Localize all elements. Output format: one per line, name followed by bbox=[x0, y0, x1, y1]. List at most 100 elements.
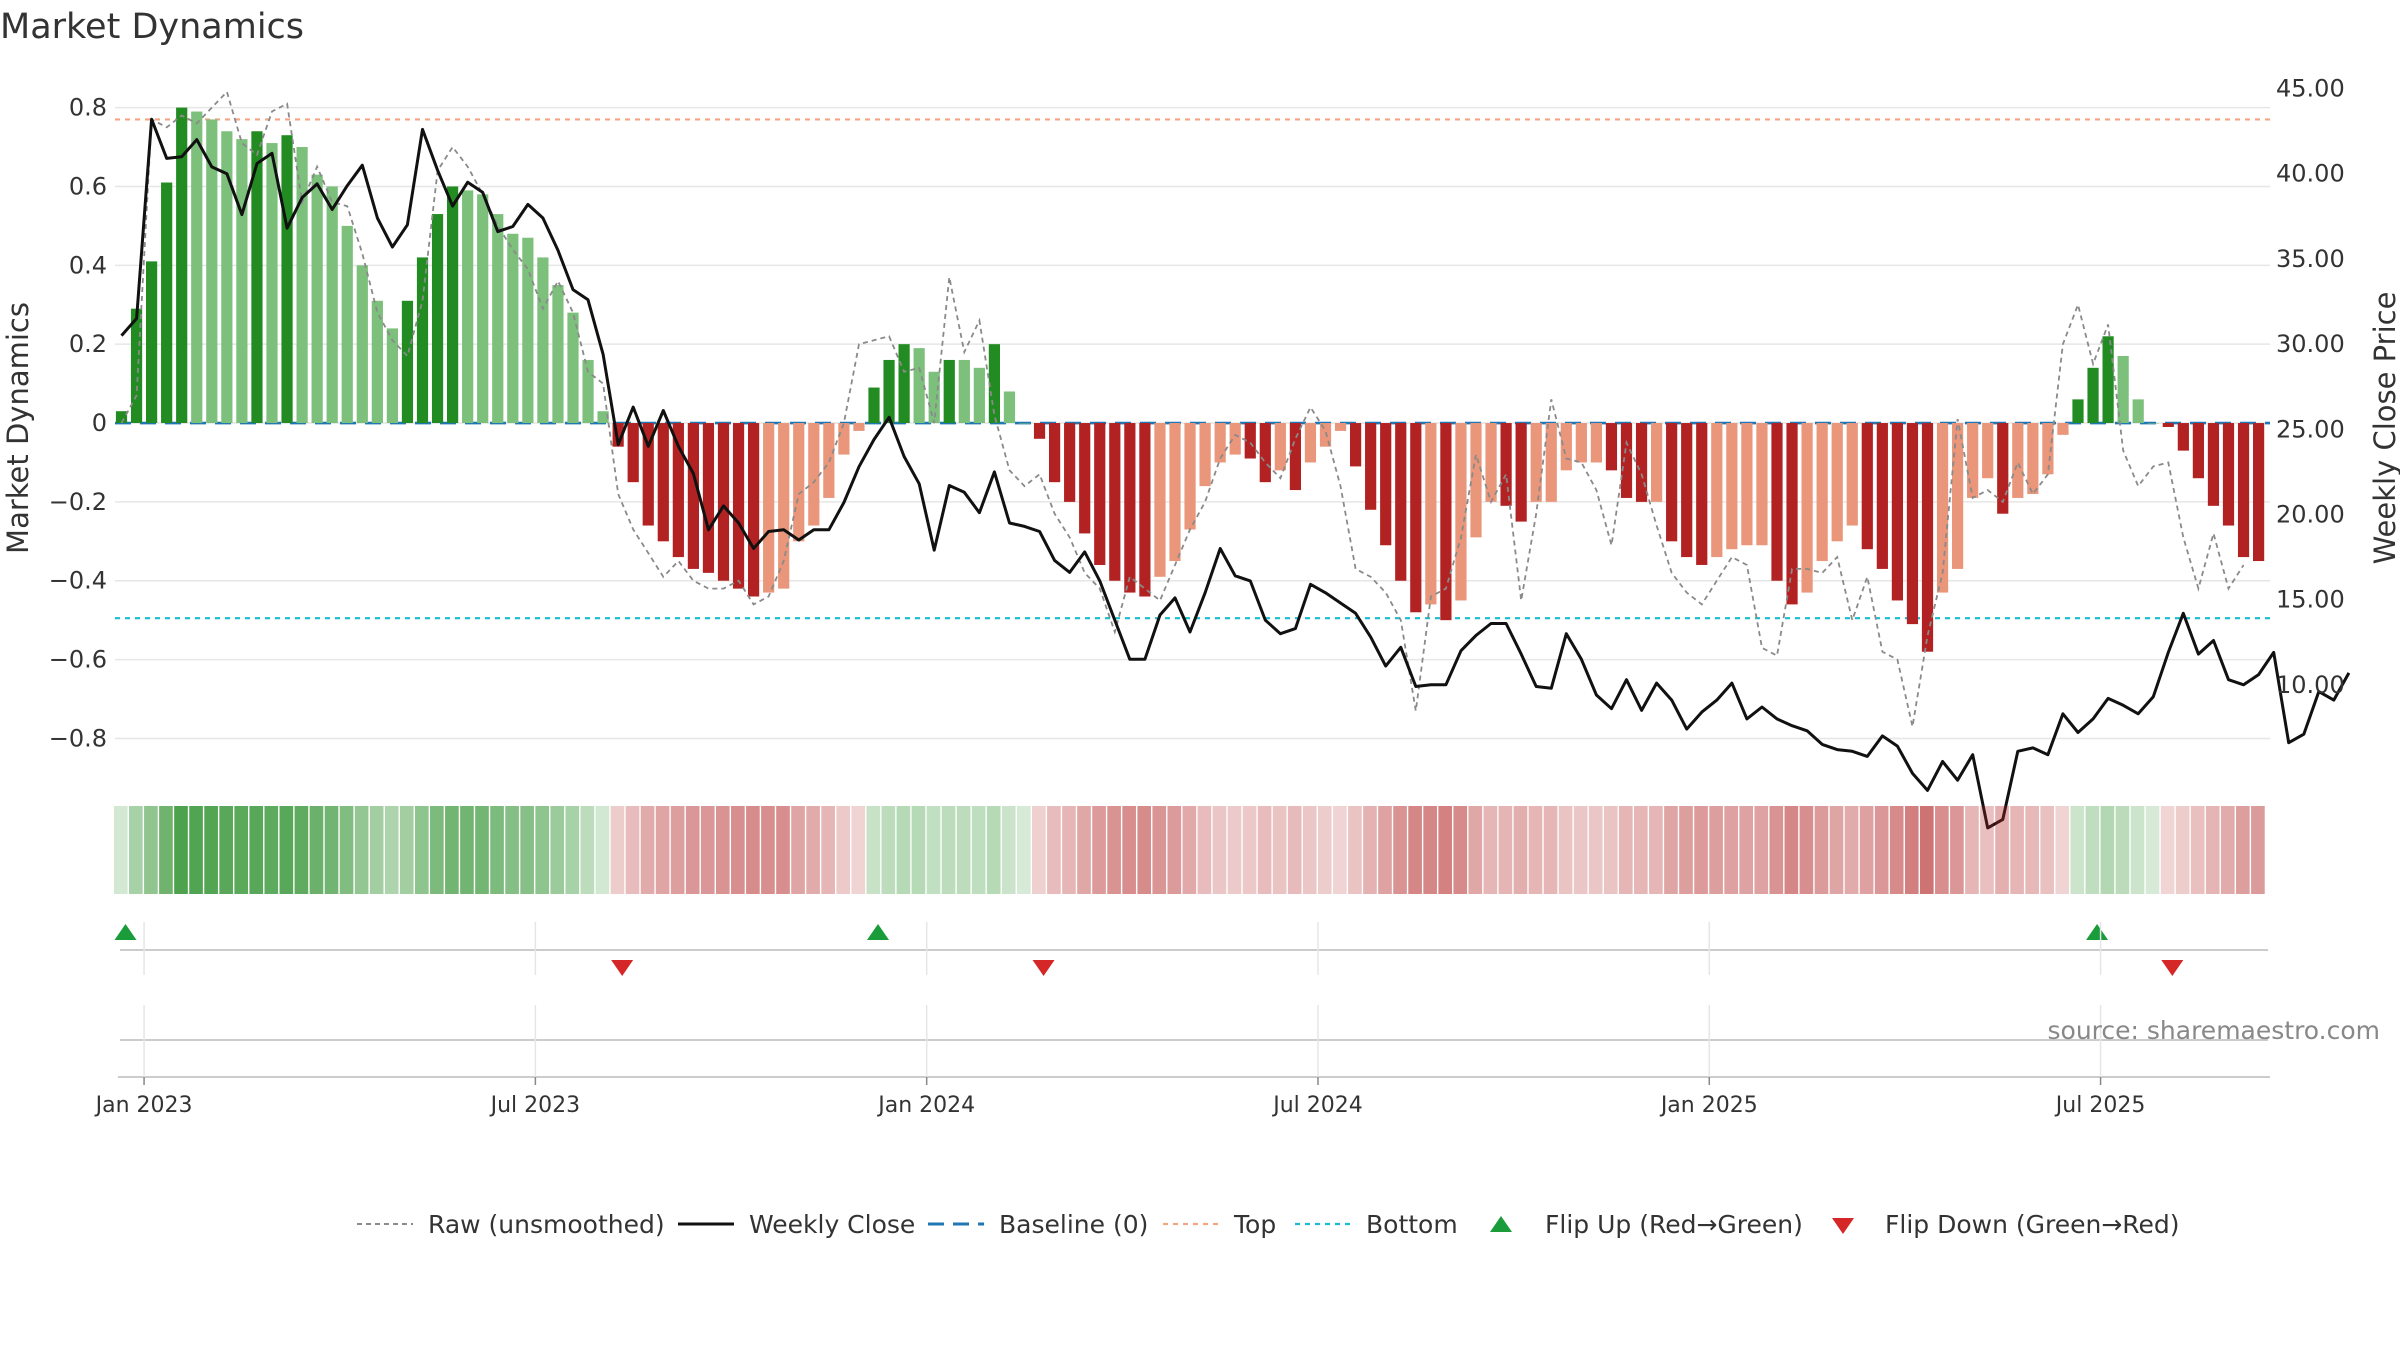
heat-strip-cell bbox=[324, 806, 339, 894]
dynamics-bar bbox=[2162, 423, 2174, 427]
heat-strip-cell bbox=[1784, 806, 1799, 894]
heat-strip-cell bbox=[399, 806, 414, 894]
weekly-close-series bbox=[120, 117, 2351, 830]
left-tick-label: 0.8 bbox=[69, 94, 107, 122]
heat-strip-cell bbox=[430, 806, 444, 894]
heat-strip-cell bbox=[595, 806, 610, 894]
legend-label: Weekly Close bbox=[749, 1210, 915, 1239]
heat-strip-cell bbox=[700, 806, 715, 894]
heat-strip-cell bbox=[1363, 806, 1377, 894]
heat-strip-cell bbox=[1152, 806, 1167, 894]
heat-strip-cell bbox=[806, 806, 820, 894]
heat-strip-cell bbox=[791, 806, 805, 894]
heat-strip-cell bbox=[2220, 806, 2235, 894]
dynamics-bar bbox=[1681, 423, 1693, 558]
dynamics-bar bbox=[582, 359, 594, 424]
left-tick-label: 0.2 bbox=[69, 330, 107, 358]
dynamics-bar bbox=[1003, 391, 1016, 424]
heat-strip-cell bbox=[1077, 806, 1091, 894]
dynamics-bar bbox=[958, 359, 970, 424]
dynamics-bar bbox=[191, 111, 203, 424]
heat-strip-cell bbox=[1634, 806, 1648, 894]
heat-strip-cell bbox=[1333, 806, 1347, 894]
dynamics-bar bbox=[2237, 423, 2250, 558]
dynamics-bar bbox=[1906, 423, 1919, 625]
dynamics-bar bbox=[1184, 423, 1196, 530]
flip-down-marker bbox=[611, 960, 634, 976]
heat-strip-cell bbox=[1122, 806, 1136, 894]
dynamics-bars bbox=[115, 107, 2265, 652]
flip-up-marker bbox=[867, 924, 889, 940]
dynamics-bar bbox=[1590, 423, 1602, 463]
heat-strip-cell bbox=[670, 806, 685, 894]
heat-strip-cell bbox=[2055, 806, 2070, 894]
heat-strip-cell bbox=[1603, 806, 1618, 894]
legend-label: Top bbox=[1233, 1210, 1276, 1239]
dynamics-bar bbox=[1952, 423, 1964, 569]
heat-strip-cell bbox=[234, 806, 249, 894]
heat-strip-cell bbox=[821, 806, 835, 894]
dynamics-bar bbox=[2072, 399, 2084, 424]
heat-strip-cell bbox=[896, 806, 911, 894]
heat-strip-cell bbox=[956, 806, 971, 894]
heat-strip-cell bbox=[580, 806, 595, 894]
dynamics-bar bbox=[1982, 423, 1994, 479]
heat-strip-cell bbox=[1694, 806, 1708, 894]
dynamics-bar bbox=[386, 328, 398, 424]
heat-strip bbox=[113, 806, 2265, 894]
heat-strip-cell bbox=[640, 806, 655, 894]
dynamics-bar bbox=[2087, 367, 2099, 424]
heat-strip-cell bbox=[1001, 806, 1016, 894]
dynamics-bar bbox=[1816, 423, 1828, 562]
legend-label: Raw (unsmoothed) bbox=[428, 1210, 665, 1239]
dynamics-bar bbox=[1169, 423, 1181, 562]
left-tick-label: 0.4 bbox=[69, 251, 107, 279]
dynamics-bar bbox=[1154, 423, 1166, 577]
dynamics-bar bbox=[1380, 423, 1392, 546]
legend: Raw (unsmoothed) Weekly Close Baseline (0)… bbox=[357, 1210, 2180, 1239]
dynamics-bar bbox=[1530, 423, 1542, 502]
heat-strip-cell bbox=[776, 806, 790, 894]
heat-strip-cell bbox=[971, 806, 986, 894]
dynamics-bar bbox=[221, 131, 233, 424]
heat-strip-cell bbox=[219, 806, 233, 894]
right-tick-label: 35.00 bbox=[2276, 245, 2345, 273]
heat-strip-cell bbox=[2236, 806, 2250, 894]
dynamics-bar bbox=[1771, 423, 1783, 581]
weekly-close-line bbox=[120, 117, 2351, 830]
heat-strip-cell bbox=[1709, 806, 1723, 894]
heat-strip-cell bbox=[1904, 806, 1919, 894]
dynamics-bar bbox=[1635, 423, 1648, 502]
date-tick-label: Jul 2023 bbox=[489, 1093, 581, 1118]
dynamics-bar bbox=[296, 147, 308, 424]
heat-strip-cell bbox=[851, 806, 866, 894]
dynamics-bar bbox=[356, 265, 368, 424]
heat-strip-cell bbox=[1950, 806, 1964, 894]
heat-strip-cell bbox=[309, 806, 324, 894]
heat-strip-cell bbox=[1664, 806, 1678, 894]
date-tick-label: Jan 2024 bbox=[876, 1093, 975, 1118]
heat-strip-cell bbox=[113, 806, 128, 894]
dynamics-bar bbox=[1891, 423, 1903, 601]
right-tick-label: 25.00 bbox=[2276, 415, 2345, 443]
left-tick-label: −0.4 bbox=[49, 567, 107, 595]
dynamics-bar bbox=[1500, 423, 1512, 506]
heat-strip-cell bbox=[1137, 806, 1152, 894]
dynamics-bar bbox=[130, 308, 143, 424]
axes: 0.8 0.6 0.4 0.2 0 −0.2 −0.4 −0.6 −0.8 45.00 40.00 3… bbox=[1, 75, 2400, 753]
dynamics-bar bbox=[236, 139, 248, 424]
heat-strip-cell bbox=[1423, 806, 1437, 894]
dynamics-bar bbox=[431, 214, 444, 424]
heat-strip-cell bbox=[610, 806, 625, 894]
dynamics-bar bbox=[928, 371, 940, 424]
dynamics-bar bbox=[1545, 423, 1557, 502]
heat-strip-cell bbox=[144, 806, 158, 894]
dynamics-bar bbox=[702, 423, 715, 573]
legend-label: Flip Up (Red→Green) bbox=[1545, 1210, 1803, 1239]
dynamics-bar bbox=[2117, 356, 2129, 424]
heat-strip-cell bbox=[1618, 806, 1633, 894]
heat-strip-cell bbox=[1859, 806, 1874, 894]
dynamics-bar bbox=[1726, 423, 1738, 550]
dynamics-bar bbox=[1921, 423, 1934, 652]
left-axis-title: Market Dynamics bbox=[1, 302, 35, 554]
